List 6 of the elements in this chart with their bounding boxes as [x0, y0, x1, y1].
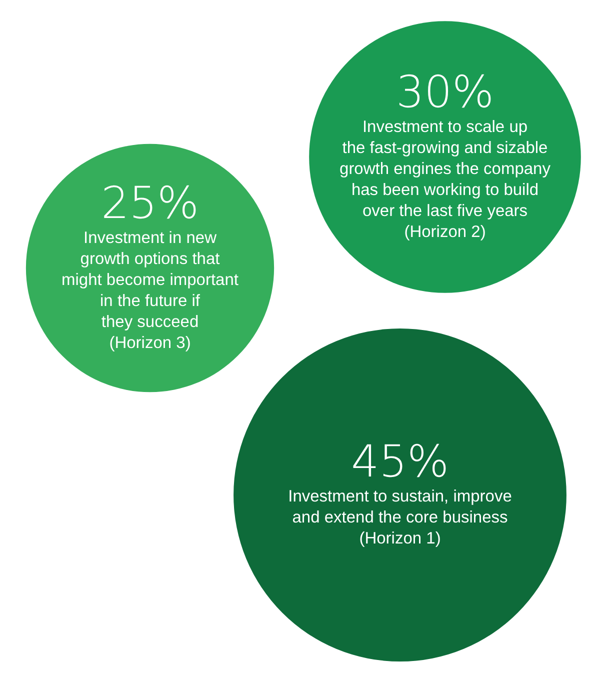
category-label: Investment to sustain, improve and extend the core business (Horizon 1): [288, 488, 512, 548]
data-label: 25%: [101, 178, 199, 229]
data-label: 30%: [396, 67, 494, 118]
category-label: Investment to scale up the fast-growing and sizable growth engines the company has been working to build over the last five years (Horizon 2): [340, 118, 552, 241]
category-label: Investment in new growth options that might become important in the future if they succeed (Horizon 3): [62, 229, 239, 352]
data-label: 45%: [351, 436, 449, 488]
